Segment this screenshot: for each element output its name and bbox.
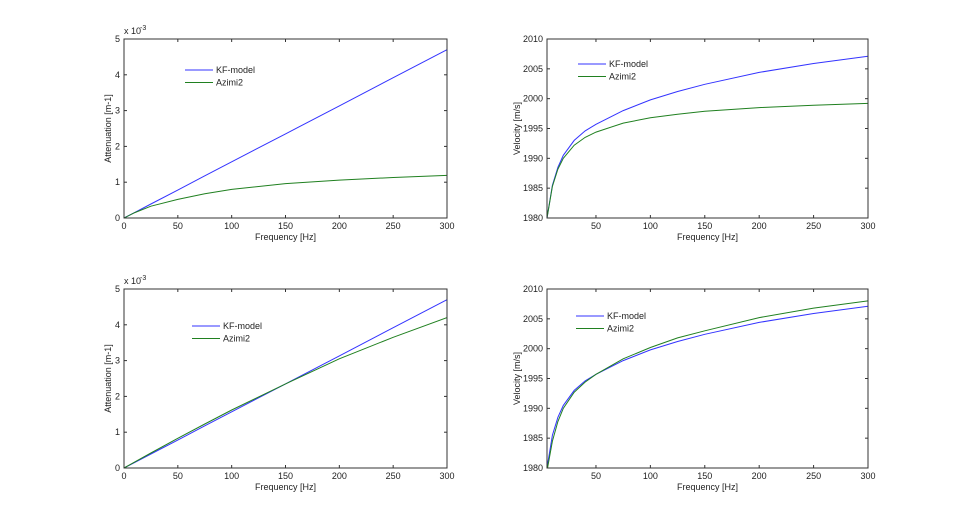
y-tick-label: 1985 (523, 183, 543, 193)
y-axis-label: Attenuation [m-1] (103, 344, 113, 413)
y-tick-label: 5 (115, 284, 120, 294)
subplot-2: KF-model Azimi2 50 100 150 200 250 300 1980 1985 1… (512, 34, 876, 242)
x-axis-label: Frequency [Hz] (677, 482, 738, 492)
y-tick-label: 1980 (523, 213, 543, 223)
x-tick-label: 300 (860, 471, 875, 481)
x-axis-label: Frequency [Hz] (255, 232, 316, 242)
x-tick-label: 50 (591, 471, 601, 481)
x-tick-label: 150 (278, 471, 293, 481)
x-tick-label: 300 (439, 471, 454, 481)
x-tick-label: 50 (173, 221, 183, 231)
axes-box (546, 38, 869, 219)
x-tick-label: 100 (224, 471, 239, 481)
y-tick-label: 3 (115, 106, 120, 116)
y-tick-label: 2010 (523, 284, 543, 294)
series-line-Azimi2 (124, 317, 447, 468)
series-line-Azimi2 (547, 102, 868, 218)
x-tick-label: 150 (697, 221, 712, 231)
y-tick-label: 1980 (523, 463, 543, 473)
y-tick-label: 3 (115, 356, 120, 366)
series-line-KF-model (124, 49, 447, 218)
subplot-4: KF-model Azimi2 50 100 150 200 250 300 1980 1985 1… (512, 284, 876, 492)
y-axis-label: Velocity [m/s] (512, 102, 522, 155)
x-tick-label: 100 (224, 221, 239, 231)
y-axis-label: Velocity [m/s] (512, 352, 522, 405)
series-line-KF-model (124, 299, 447, 468)
y-tick-label: 2000 (523, 344, 543, 354)
y-tick-label: 4 (115, 320, 120, 330)
y-tick-label: 1 (115, 427, 120, 437)
y-tick-label: 2005 (523, 64, 543, 74)
y-axis-label: Attenuation [m-1] (103, 94, 113, 163)
series-line-KF-model (547, 305, 868, 468)
y-tick-label: 2 (115, 141, 120, 151)
y-multiplier-label: x 10 (124, 26, 141, 36)
x-tick-label: 250 (806, 221, 821, 231)
legend-label: Azimi2 (216, 78, 243, 88)
legend-label: KF-model (609, 59, 648, 69)
y-tick-label: 5 (115, 34, 120, 44)
y-tick-label: 2 (115, 391, 120, 401)
x-tick-label: 0 (121, 221, 126, 231)
y-multiplier-exponent: -3 (140, 25, 146, 32)
subplot-1: KF-model Azimi2 0 50 100 150 200 250 300 0 1 2 3 4 5 Fr… (103, 25, 455, 242)
x-tick-label: 200 (752, 221, 767, 231)
y-tick-label: 1 (115, 177, 120, 187)
x-tick-label: 200 (332, 221, 347, 231)
legend-label: Azimi2 (609, 72, 636, 82)
x-tick-label: 200 (752, 471, 767, 481)
x-tick-label: 150 (697, 471, 712, 481)
x-tick-label: 100 (643, 221, 658, 231)
x-tick-label: 200 (332, 471, 347, 481)
y-multiplier-label: x 10 (124, 276, 141, 286)
subplot-3: KF-model Azimi2 0 50 100 150 200 250 300 0 1 2 3 4 5 Fr… (103, 275, 455, 492)
y-tick-label: 2000 (523, 94, 543, 104)
x-tick-label: 300 (439, 221, 454, 231)
x-tick-label: 250 (386, 221, 401, 231)
series-line-Azimi2 (547, 300, 868, 468)
x-tick-label: 250 (386, 471, 401, 481)
y-tick-label: 1995 (523, 374, 543, 384)
legend-label: KF-model (216, 65, 255, 75)
x-tick-label: 50 (173, 471, 183, 481)
legend-label: Azimi2 (607, 324, 634, 334)
y-tick-label: 1995 (523, 124, 543, 134)
x-tick-label: 0 (121, 471, 126, 481)
y-tick-label: 0 (115, 213, 120, 223)
x-tick-label: 150 (278, 221, 293, 231)
y-tick-label: 2005 (523, 314, 543, 324)
legend-label: KF-model (607, 311, 646, 321)
x-axis-label: Frequency [Hz] (677, 232, 738, 242)
y-tick-label: 4 (115, 70, 120, 80)
y-multiplier-exponent: -3 (140, 275, 146, 282)
legend-label: Azimi2 (223, 334, 250, 344)
y-tick-label: 1990 (523, 153, 543, 163)
axes-box (123, 38, 448, 219)
x-tick-label: 250 (806, 471, 821, 481)
y-tick-label: 2010 (523, 34, 543, 44)
legend-label: KF-model (223, 321, 262, 331)
y-tick-label: 1985 (523, 433, 543, 443)
y-tick-label: 0 (115, 463, 120, 473)
x-tick-label: 100 (643, 471, 658, 481)
series-line-KF-model (547, 55, 868, 218)
x-axis-label: Frequency [Hz] (255, 482, 316, 492)
x-tick-label: 50 (591, 221, 601, 231)
series-line-Azimi2 (124, 174, 447, 218)
x-tick-label: 300 (860, 221, 875, 231)
y-tick-label: 1990 (523, 403, 543, 413)
